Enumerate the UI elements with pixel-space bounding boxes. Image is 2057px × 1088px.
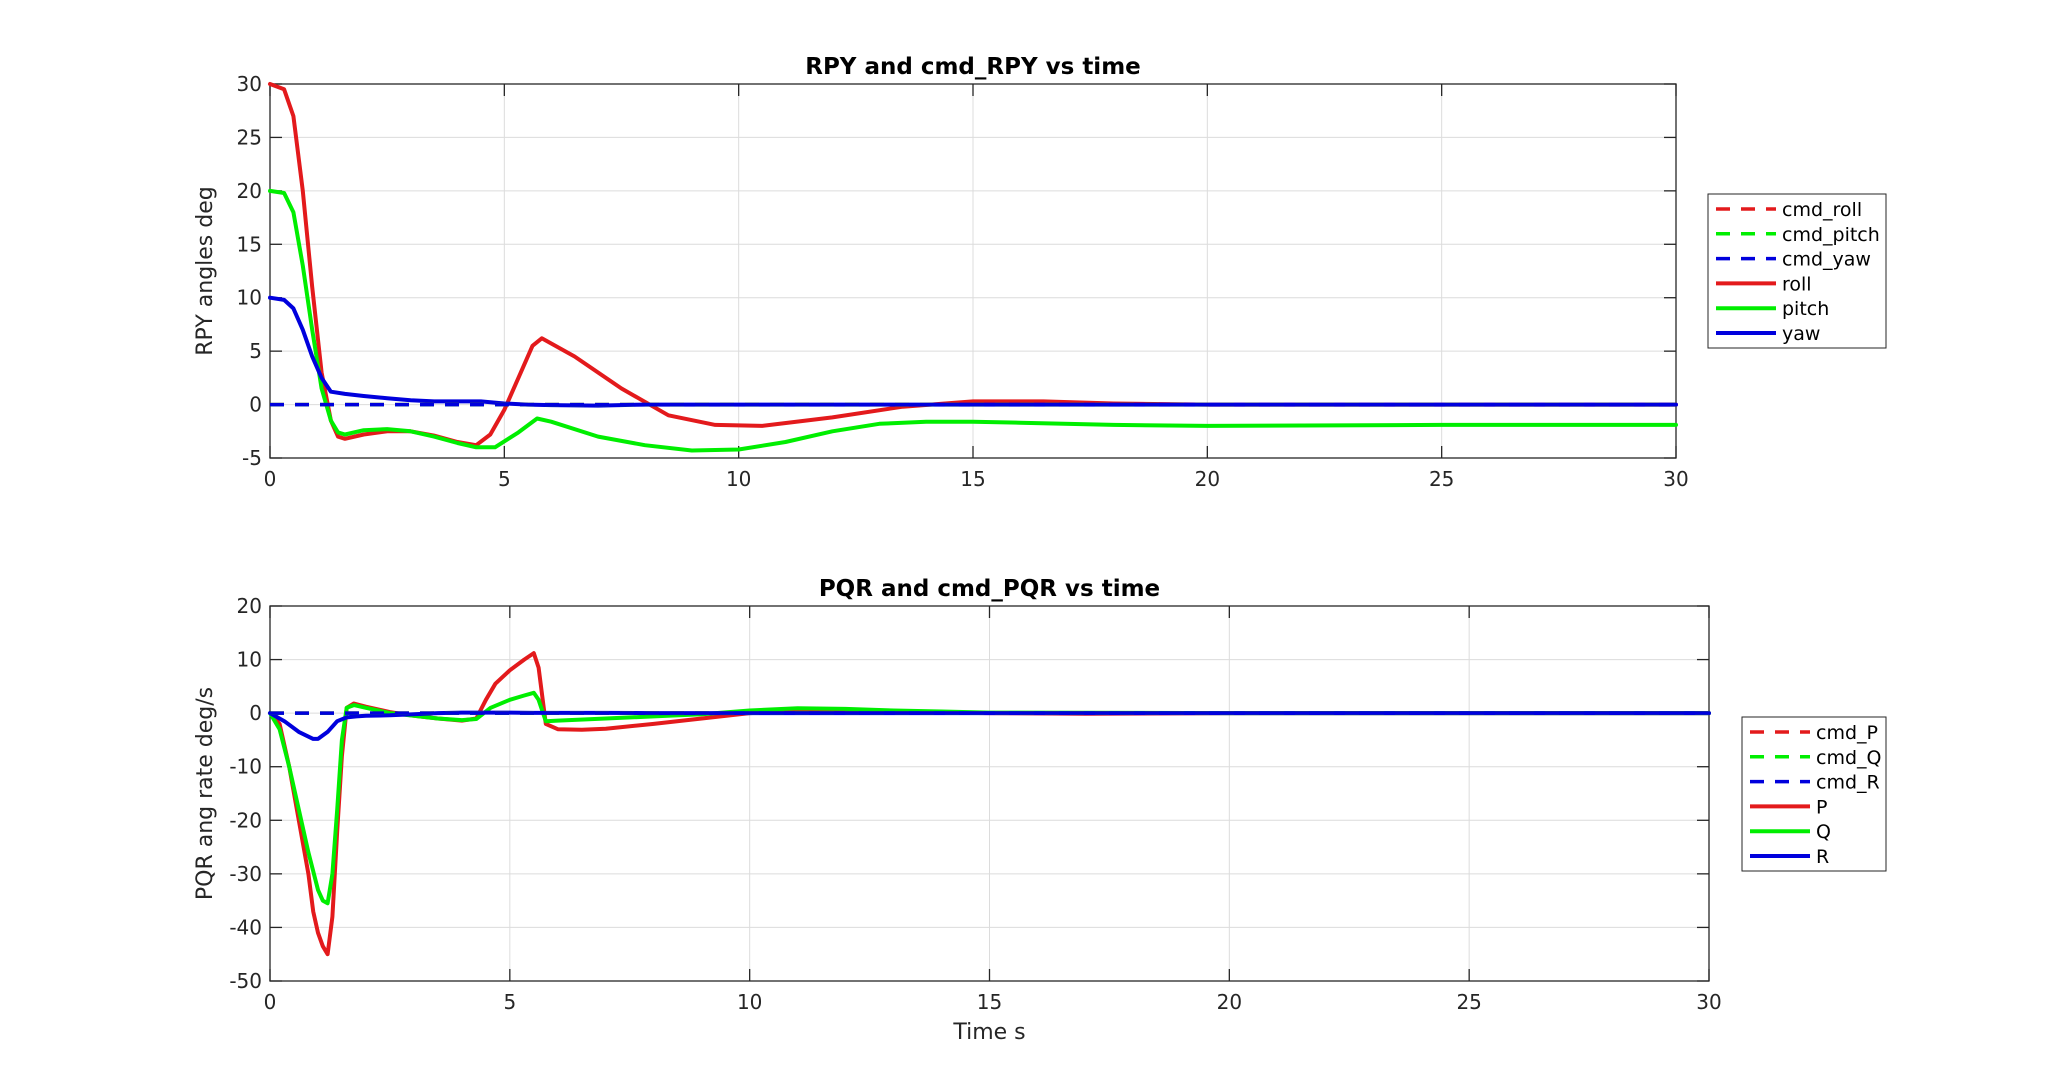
chart-title: PQR and cmd_PQR vs time (819, 576, 1160, 602)
legend-label-pitch: pitch (1782, 298, 1829, 320)
y-tick-label: 5 (249, 339, 262, 363)
x-tick-label: 20 (1195, 467, 1220, 491)
y-tick-label: -30 (229, 862, 262, 886)
legend-label-cmd-roll: cmd_roll (1782, 199, 1862, 221)
x-tick-label: 10 (737, 990, 762, 1014)
series (268, 651, 1711, 957)
legend-label-cmd-q: cmd_Q (1816, 747, 1881, 769)
y-tick-label: 25 (237, 125, 262, 149)
x-tick-label: 30 (1696, 990, 1721, 1014)
x-tick-label: 5 (503, 990, 516, 1014)
chart-2: 0 5 10 15 20 25 30 -50 -40 -30 -20 -10 0 10 20 PQR and … (193, 576, 1887, 1045)
legend-label-cmd-r: cmd_R (1816, 772, 1880, 794)
y-tick-label: -40 (229, 915, 262, 939)
y-tick-label: -5 (242, 446, 262, 470)
legend-label-cmd-pitch: cmd_pitch (1782, 224, 1880, 246)
y-tick-label: 30 (237, 72, 262, 96)
x-tick-label: 0 (264, 990, 277, 1014)
y-axis-label: RPY angles deg (193, 186, 218, 355)
y-tick-label: 10 (237, 648, 262, 672)
y-tick-label: -10 (229, 755, 262, 779)
x-tick-label: 15 (977, 990, 1002, 1014)
x-tick-label: 20 (1217, 990, 1242, 1014)
y-tick-label: 0 (249, 393, 262, 417)
legend-label-p: P (1816, 796, 1827, 818)
y-tick-label: 20 (237, 594, 262, 618)
y-tick-label: -20 (229, 808, 262, 832)
x-tick-label: 5 (498, 467, 511, 491)
x-tick-label: 25 (1429, 467, 1454, 491)
legend-label-r: R (1816, 846, 1829, 868)
legend-box (1707, 193, 1887, 349)
series-line-q (268, 690, 1711, 906)
y-tick-label: -50 (229, 969, 262, 993)
x-tick-label: 15 (960, 467, 985, 491)
legend-box (1741, 716, 1887, 872)
series (268, 82, 1678, 453)
y-tick-label: 10 (237, 286, 262, 310)
legend-label-cmd-p: cmd_P (1816, 722, 1878, 744)
x-tick-label: 30 (1663, 467, 1688, 491)
ticks: 0 5 10 15 20 25 30 -50 -40 -30 -20 -10 0 10 20 (229, 594, 1721, 1014)
series-line-pitch (268, 188, 1678, 453)
y-tick-label: 15 (237, 232, 262, 256)
y-tick-label: 20 (237, 179, 262, 203)
y-axis-label: PQR ang rate deg/s (193, 687, 218, 900)
legend-label-yaw: yaw (1782, 323, 1820, 345)
x-tick-label: 25 (1456, 990, 1481, 1014)
legend-label-q: Q (1816, 821, 1831, 843)
x-tick-label: 0 (264, 467, 277, 491)
x-tick-label: 10 (726, 467, 751, 491)
legend-label-cmd-yaw: cmd_yaw (1782, 249, 1871, 271)
y-tick-label: 0 (249, 701, 262, 725)
x-axis-label: Time s (952, 1020, 1025, 1045)
legend-label-roll: roll (1782, 273, 1812, 295)
chart-title: RPY and cmd_RPY vs time (805, 54, 1141, 80)
